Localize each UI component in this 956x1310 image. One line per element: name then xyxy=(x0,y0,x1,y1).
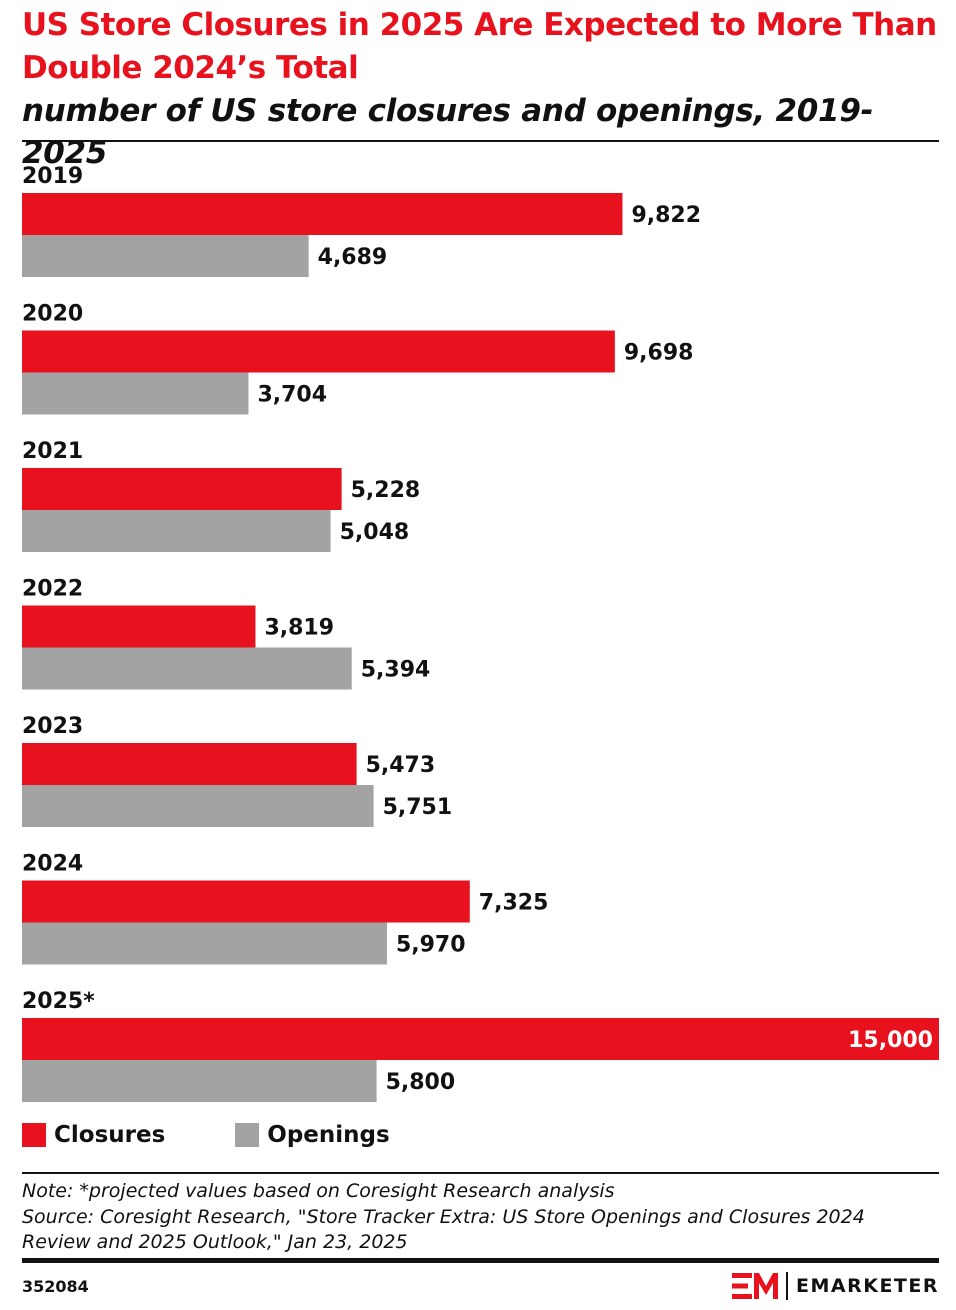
bar-openings-2024 xyxy=(22,922,387,965)
bar-openings-2020 xyxy=(22,372,249,415)
source-text-line1: Source: Coresight Research, "Store Track… xyxy=(22,1205,865,1228)
chart-id: 352084 xyxy=(22,1277,89,1296)
bar-openings-2025 xyxy=(22,1060,377,1102)
footnotes: Note: *projected values based on Coresig… xyxy=(22,1179,939,1256)
bar-closures-2019 xyxy=(22,193,623,235)
legend-label-closures: Closures xyxy=(54,1122,166,1148)
year-label-2025: 2025* xyxy=(22,989,95,1014)
bar-openings-2019 xyxy=(22,235,309,277)
source-text-line2: Review and 2025 Outlook," Jan 23, 2025 xyxy=(22,1231,408,1253)
value-label-openings-2021: 5,048 xyxy=(340,520,410,545)
bar-chart: 2019 9,822 4,689 2020 9,698 3,704 2021 5,228 5,0… xyxy=(22,164,939,1102)
year-label-2022: 2022 xyxy=(22,577,83,602)
legend-label-openings: Openings xyxy=(267,1122,390,1148)
value-label-closures-2025: 15,000 xyxy=(848,1028,933,1053)
chart-legend: Closures Openings xyxy=(22,1120,460,1150)
bottom-rule xyxy=(22,1258,939,1263)
bar-closures-2025 xyxy=(22,1018,939,1060)
value-label-openings-2024: 5,970 xyxy=(396,933,466,958)
value-label-openings-2019: 4,689 xyxy=(318,245,388,270)
bar-closures-2023 xyxy=(22,743,357,785)
legend-item-openings: Openings xyxy=(235,1122,390,1148)
value-label-openings-2022: 5,394 xyxy=(361,658,431,683)
bar-closures-2024 xyxy=(22,880,470,923)
year-label-2019: 2019 xyxy=(22,164,83,189)
year-label-2021: 2021 xyxy=(22,439,83,464)
footnote-rule xyxy=(22,1172,939,1174)
red-square-icon xyxy=(22,1123,46,1147)
value-label-closures-2023: 5,473 xyxy=(366,753,436,778)
value-label-closures-2020: 9,698 xyxy=(624,341,694,366)
chart-title: US Store Closures in 2025 Are Expected t… xyxy=(22,7,937,86)
value-label-closures-2022: 3,819 xyxy=(264,616,334,641)
brand-name: EMARKETER xyxy=(796,1275,939,1297)
gray-square-icon xyxy=(235,1123,260,1147)
year-label-2024: 2024 xyxy=(22,852,83,877)
brand: EMARKETER xyxy=(732,1270,939,1302)
year-label-2020: 2020 xyxy=(22,302,83,327)
value-label-closures-2021: 5,228 xyxy=(351,478,421,503)
legend-item-closures: Closures xyxy=(22,1122,165,1148)
brand-divider xyxy=(786,1272,788,1300)
bar-openings-2023 xyxy=(22,785,374,827)
bar-closures-2021 xyxy=(22,468,342,510)
em-logo-icon xyxy=(732,1273,778,1299)
bar-closures-2020 xyxy=(22,330,615,373)
year-label-2023: 2023 xyxy=(22,714,83,739)
value-label-openings-2023: 5,751 xyxy=(383,795,453,820)
bar-openings-2021 xyxy=(22,510,331,552)
value-label-openings-2025: 5,800 xyxy=(386,1070,456,1095)
bar-openings-2022 xyxy=(22,647,352,690)
top-rule xyxy=(22,140,939,142)
value-label-closures-2024: 7,325 xyxy=(479,891,549,916)
value-label-closures-2019: 9,822 xyxy=(631,203,701,228)
value-label-openings-2020: 3,704 xyxy=(257,383,327,408)
bar-closures-2022 xyxy=(22,605,256,648)
note-text: Note: *projected values based on Coresig… xyxy=(22,1180,615,1202)
